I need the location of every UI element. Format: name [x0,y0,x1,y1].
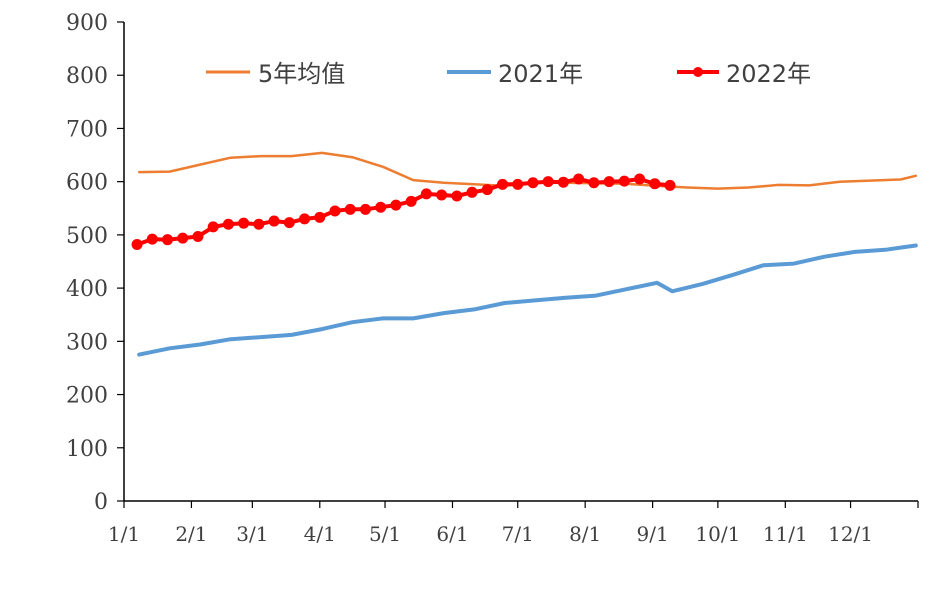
series-point-2 [634,173,646,185]
y-tick-label: 700 [66,117,108,142]
series-point-2 [603,176,615,188]
series-point-2 [283,217,295,229]
x-tick-label: 3/1 [236,522,268,546]
series-point-2 [314,211,326,223]
series-point-2 [177,232,189,244]
series-point-2 [588,177,600,189]
series-point-2 [131,238,143,250]
series-point-2 [299,213,311,225]
x-tick-label: 12/1 [828,522,873,546]
series-point-2 [497,178,509,190]
series-point-2 [238,217,250,229]
series-point-2 [390,199,402,211]
legend-label-5yr-avg: 5年均值 [258,60,345,88]
legend-label-2021: 2021年 [498,60,583,88]
series-point-2 [329,205,341,217]
series-point-2 [192,230,204,242]
x-tick-label: 6/1 [436,522,468,546]
series-point-2 [146,233,158,245]
y-tick-label: 200 [66,384,108,409]
y-tick-label: 500 [66,224,108,249]
x-tick-label: 9/1 [637,522,669,546]
x-tick-label: 11/1 [763,522,808,546]
series-point-2 [512,178,524,190]
legend-label-2022: 2022年 [726,60,811,88]
x-tick-label: 10/1 [695,522,740,546]
x-tick-label: 2/1 [175,522,207,546]
series-point-2 [573,173,585,185]
series-point-2 [466,186,478,198]
x-tick-label: 7/1 [502,522,534,546]
series-point-2 [557,176,569,188]
y-tick-label: 900 [66,11,108,36]
legend-marker-2022 [693,67,703,77]
series-point-2 [253,218,265,230]
y-tick-label: 800 [66,64,108,89]
series-line-2 [135,177,672,247]
legend: 5年均值 2021年 2022年 [206,60,811,88]
series-point-2 [527,177,539,189]
series-point-2 [207,221,219,233]
y-tick-label: 100 [66,437,108,462]
y-tick-label: 300 [66,330,108,355]
series-point-2 [664,179,676,191]
series-point-2 [436,189,448,201]
y-tick-label: 600 [66,171,108,196]
x-tick-label: 8/1 [569,522,601,546]
series-point-2 [162,234,174,246]
series-point-2 [268,215,280,227]
series-point-2 [375,201,387,213]
series-point-2 [618,175,630,187]
series-point-2 [542,176,554,188]
x-tick-label: 4/1 [304,522,336,546]
y-tick-label: 0 [94,490,108,515]
x-tick-label: 1/1 [108,522,140,546]
series-point-2 [359,203,371,215]
series-point-2 [649,178,661,190]
series-point-2 [344,203,356,215]
series-point-2 [451,190,463,202]
series-point-2 [420,188,432,200]
series-line-1 [137,243,918,357]
series-point-2 [481,184,493,196]
y-tick-label: 400 [66,277,108,302]
series-point-2 [405,195,417,207]
x-tick-label: 5/1 [369,522,401,546]
series-point-2 [222,218,234,230]
